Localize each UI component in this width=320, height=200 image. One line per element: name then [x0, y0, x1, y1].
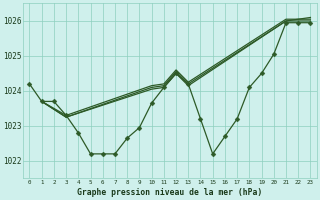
X-axis label: Graphe pression niveau de la mer (hPa): Graphe pression niveau de la mer (hPa) — [77, 188, 263, 197]
